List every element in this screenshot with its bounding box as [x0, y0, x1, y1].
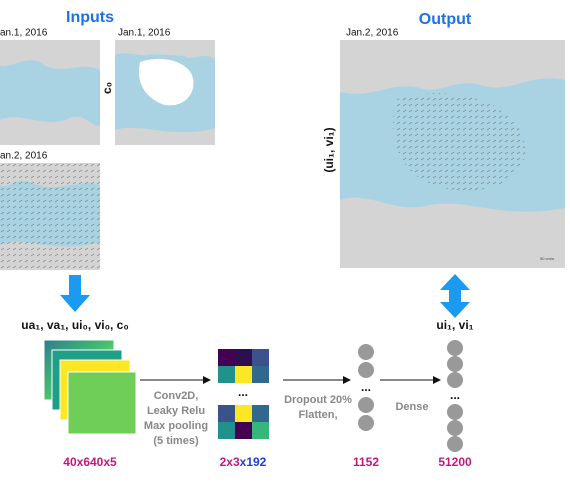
label-line: Conv2D,: [154, 390, 199, 402]
ellipsis: ...: [450, 388, 460, 402]
size-part: x192: [240, 455, 267, 469]
map-label: c₀: [100, 82, 114, 94]
size-label: 40x640x5: [63, 455, 117, 469]
flatten-text: Dropout 20% Flatten,: [284, 394, 352, 421]
dense-neurons: [447, 340, 463, 452]
size-label: 2x3x192: [220, 455, 267, 469]
size-label: 51200: [438, 455, 472, 469]
map: [0, 40, 100, 145]
label-line: Flatten,: [298, 409, 337, 421]
input-stack: [43, 339, 137, 435]
label-line: Leaky Relu: [147, 405, 205, 417]
ellipsis: ...: [238, 385, 248, 399]
ellipsis: ...: [361, 380, 371, 394]
size-part: 2x3: [220, 455, 240, 469]
arrow-both: [440, 274, 470, 318]
output-title: Output: [419, 11, 472, 28]
label-line: Max pooling: [144, 420, 208, 432]
label-line: (5 times): [153, 435, 199, 447]
input-vars: ua₁, va₁, ui₀, vi₀, c₀: [21, 318, 129, 332]
map-date: an.1, 2016: [0, 28, 48, 39]
map: [115, 40, 215, 145]
map-scale: 90 cm/s: [540, 256, 554, 261]
size-label: 1152: [353, 455, 379, 469]
map-label: (ui₁, vi₁): [322, 127, 336, 172]
arrow-down: [60, 275, 90, 312]
map-date: an.2, 2016: [0, 151, 48, 162]
map-date: Jan.2, 2016: [346, 28, 399, 39]
conv-grid: [218, 349, 269, 439]
dense-text: Dense: [395, 401, 428, 413]
map: [0, 163, 100, 270]
flat-neurons: [358, 344, 374, 431]
output-vars: ui₁, vi₁: [436, 318, 473, 332]
conv-text: Conv2D, Leaky Relu Max pooling (5 times): [144, 390, 208, 447]
map-date: Jan.1, 2016: [118, 28, 171, 39]
inputs-title: Inputs: [66, 9, 114, 26]
map: [340, 40, 565, 268]
label-line: Dropout 20%: [284, 394, 352, 406]
